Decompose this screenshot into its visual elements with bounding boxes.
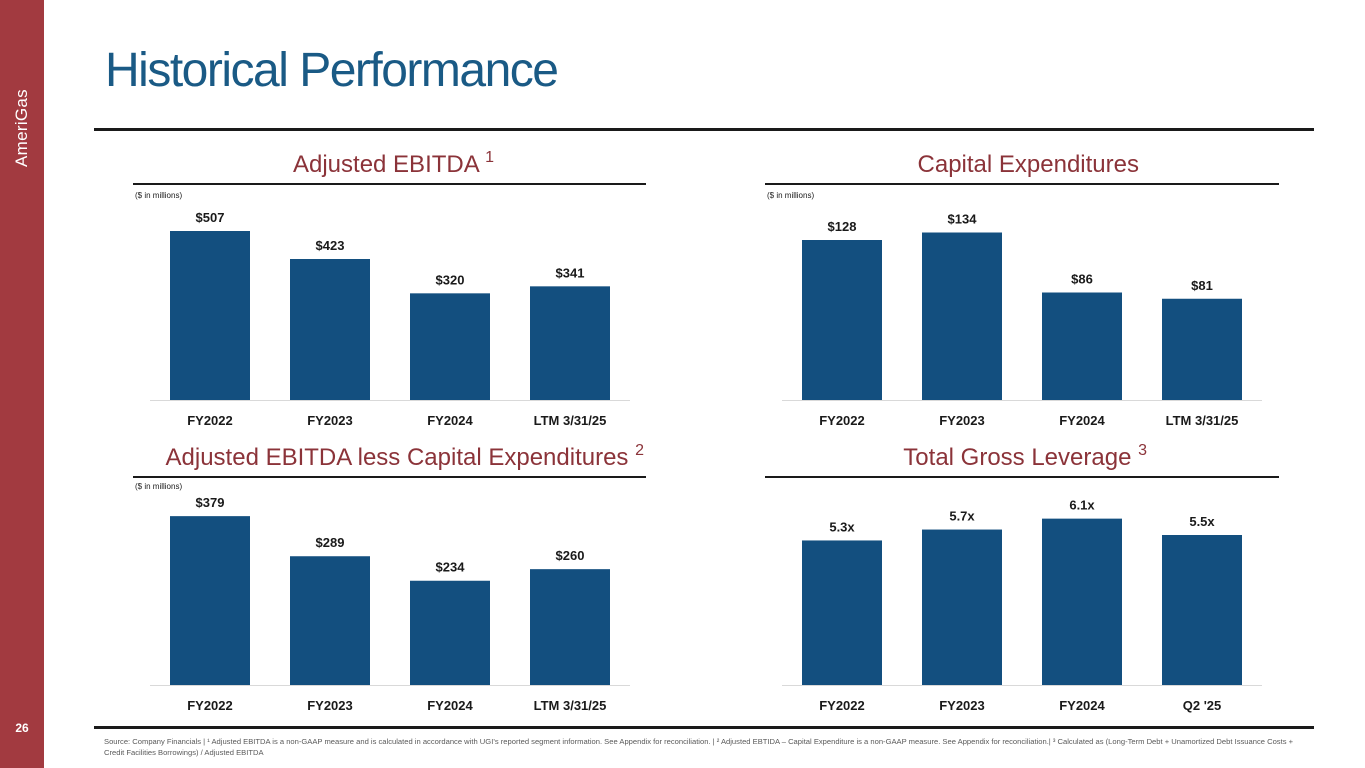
ebitda-chart-title: Adjusted EBITDA 1 (292, 149, 494, 179)
ebitda-title-rule (133, 183, 646, 185)
capex-units-label: ($ in millions) (767, 191, 815, 200)
ebitda_less_capex-category-label: LTM 3/31/25 (534, 698, 607, 713)
leverage-data-label: 5.3x (829, 519, 855, 534)
ebitda_less_capex-data-label: $260 (556, 548, 585, 563)
ebitda-category-label: LTM 3/31/25 (534, 413, 607, 428)
capex-chart-title-text: Capital Expenditures (917, 151, 1139, 178)
leverage-bar (1042, 518, 1122, 685)
capex-category-label: LTM 3/31/25 (1166, 413, 1239, 428)
capex-bar (802, 240, 882, 400)
ebitda-less-capex-chart-title-text: Adjusted EBITDA less Capital Expenditure… (165, 444, 629, 471)
side-accent-bar (0, 0, 44, 768)
capex-category-label: FY2023 (939, 413, 985, 428)
capex-bar (1162, 298, 1242, 400)
ebitda_less_capex-bar (410, 580, 490, 685)
ebitda_less_capex-bar (530, 569, 610, 685)
capex-data-label: $81 (1191, 278, 1213, 293)
ebitda_less_capex-data-label: $289 (316, 535, 345, 550)
ebitda_less_capex-category-label: FY2023 (307, 698, 353, 713)
capex-data-label: $134 (948, 212, 978, 227)
ebitda_less_capex-category-label: FY2022 (187, 698, 233, 713)
ebitda_less_capex-data-label: $234 (436, 560, 466, 575)
ebitda-bar (170, 231, 250, 400)
leverage-title-rule (765, 476, 1279, 478)
ebitda_less_capex-bar (170, 516, 250, 685)
page-number: 26 (15, 721, 29, 735)
ebitda-less-capex-units-label: ($ in millions) (135, 482, 183, 491)
ebitda-bar-chart: $507 FY2022 $423 FY2023 $320 FY2024 $341 LTM 3/… (150, 210, 630, 428)
leverage-bar (922, 529, 1002, 685)
ebitda-data-label: $341 (556, 265, 585, 280)
leverage-category-label: FY2023 (939, 698, 985, 713)
leverage-chart-title-text: Total Gross Leverage (903, 444, 1132, 471)
brand-label: AmeriGas (12, 89, 31, 167)
ebitda-footnote-marker: 1 (485, 149, 494, 166)
ebitda-category-label: FY2024 (427, 413, 473, 428)
ebitda-bar (530, 286, 610, 400)
ebitda-data-label: $423 (316, 238, 345, 253)
ebitda-less-capex-chart-title: Adjusted EBITDA less Capital Expenditure… (165, 442, 644, 472)
capex-title-rule (765, 183, 1279, 185)
ebitda-data-label: $320 (436, 272, 465, 287)
leverage-bar (802, 540, 882, 685)
ebitda-units-label: ($ in millions) (135, 191, 183, 200)
capex-bar (1042, 292, 1122, 400)
title-divider (94, 128, 1314, 131)
capex-data-label: $128 (828, 219, 857, 234)
leverage-bar (1162, 535, 1242, 685)
leverage-category-label: FY2022 (819, 698, 865, 713)
footnote-text: Source: Company Financials | ¹ Adjusted … (104, 737, 1294, 757)
capex-category-label: FY2022 (819, 413, 865, 428)
ebitda_less_capex-category-label: FY2024 (427, 698, 473, 713)
ebitda-less-capex-bar-chart: $379 FY2022 $289 FY2023 $234 FY2024 $260 LTM 3/… (150, 495, 630, 713)
ebitda-less-capex-footnote-marker: 2 (635, 442, 644, 459)
ebitda-category-label: FY2022 (187, 413, 233, 428)
leverage-data-label: 6.1x (1069, 498, 1095, 513)
page-title: Historical Performance (105, 44, 559, 97)
leverage-chart-title: Total Gross Leverage 3 (903, 442, 1147, 472)
ebitda-data-label: $507 (196, 210, 225, 225)
capex-category-label: FY2024 (1059, 413, 1105, 428)
leverage-data-label: 5.5x (1189, 514, 1215, 529)
footer-divider (94, 726, 1314, 729)
ebitda-bar (290, 259, 370, 400)
leverage-category-label: Q2 '25 (1183, 698, 1222, 713)
ebitda-less-capex-title-rule (133, 476, 646, 478)
leverage-bar-chart: 5.3x FY2022 5.7x FY2023 6.1x FY2024 5.5x Q2 '25 (782, 498, 1262, 713)
ebitda-bar (410, 293, 490, 400)
capex-bar (922, 232, 1002, 400)
leverage-footnote-marker: 3 (1138, 442, 1147, 459)
ebitda-chart-title-text: Adjusted EBITDA (292, 151, 479, 178)
capex-bar-chart: $128 FY2022 $134 FY2023 $86 FY2024 $81 LTM 3/31… (782, 212, 1262, 428)
leverage-category-label: FY2024 (1059, 698, 1105, 713)
capex-chart-title: Capital Expenditures (918, 151, 1139, 179)
capex-data-label: $86 (1071, 272, 1093, 287)
ebitda_less_capex-bar (290, 556, 370, 685)
ebitda-category-label: FY2023 (307, 413, 353, 428)
ebitda_less_capex-data-label: $379 (196, 495, 225, 510)
leverage-data-label: 5.7x (949, 509, 975, 524)
